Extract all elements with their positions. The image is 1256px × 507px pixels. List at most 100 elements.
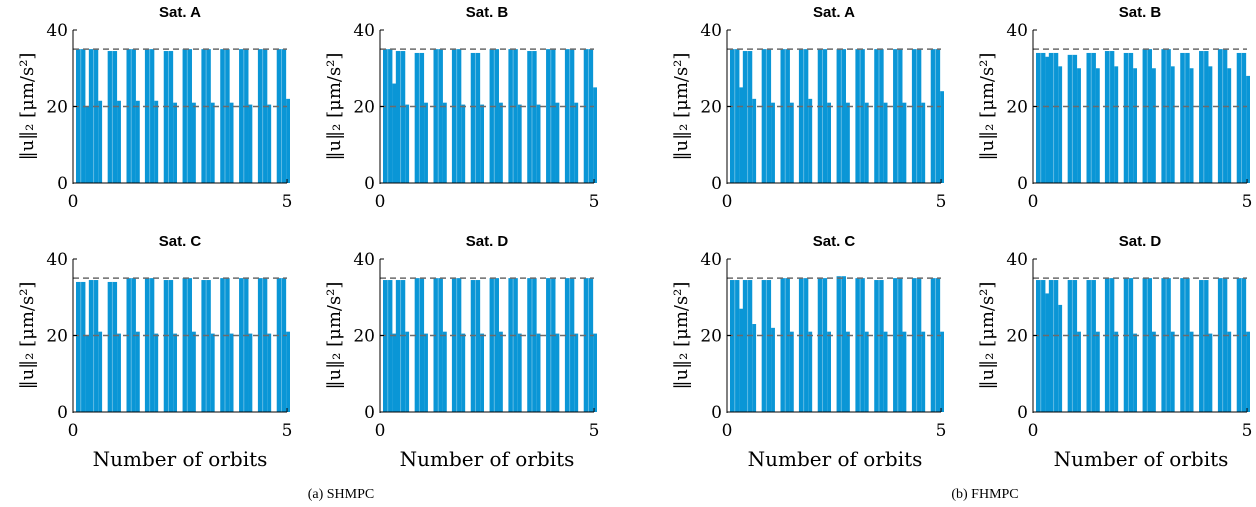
- x-tick-label: 0: [68, 421, 79, 441]
- bar-divider: [186, 278, 188, 412]
- bar-plateau: [883, 331, 888, 412]
- bar-divider: [130, 278, 132, 412]
- caption-shmpc: (a) SHMPC: [308, 487, 375, 502]
- bar-plateau: [771, 102, 775, 183]
- bar-plateau: [1170, 66, 1175, 183]
- bar-plateau: [1227, 331, 1232, 412]
- bar-peak: [1199, 51, 1209, 183]
- xlabel-a-left: Number of orbits: [93, 447, 268, 471]
- bar-divider: [149, 49, 151, 183]
- bar-plateau: [771, 327, 775, 412]
- bar-divider: [80, 49, 82, 183]
- bar-plateau: [1058, 66, 1063, 183]
- bar-divider: [387, 280, 389, 412]
- bar-peak: [239, 49, 249, 183]
- y-tick-label: 40: [700, 21, 722, 41]
- bar-divider: [747, 51, 749, 183]
- y-tick-label: 20: [46, 98, 68, 118]
- bar-divider: [1203, 51, 1205, 183]
- bar-divider: [1071, 54, 1073, 183]
- bar-divider: [437, 278, 439, 412]
- bar-plateau: [902, 102, 907, 183]
- x-tick-label: 0: [1028, 192, 1039, 212]
- bar-divider: [512, 49, 514, 183]
- bar-peak: [451, 278, 462, 412]
- bar-divider: [80, 281, 82, 412]
- bar-peak: [1048, 280, 1059, 412]
- x-tick-label: 0: [68, 192, 79, 212]
- bar-peak: [564, 278, 575, 412]
- y-tick-label: 40: [1006, 250, 1028, 270]
- bar-plateau: [154, 100, 159, 183]
- bar-plateau: [424, 102, 428, 183]
- bar-peak: [433, 278, 443, 412]
- bar-divider: [1146, 49, 1148, 183]
- bar-peak: [1142, 49, 1152, 183]
- bar-divider: [569, 49, 571, 183]
- bar-peak: [489, 49, 499, 183]
- bar-divider: [1184, 278, 1186, 412]
- bar-divider: [821, 278, 823, 412]
- bar-divider: [1109, 51, 1111, 183]
- bar-peak: [761, 49, 772, 183]
- bar-divider: [387, 49, 389, 183]
- panel-8: 0 20 40 0 5 Sat. D ‖u‖₂ [μm/s²]: [977, 233, 1252, 441]
- bar-divider: [784, 49, 786, 183]
- bar-divider: [456, 278, 458, 412]
- bar-peak: [163, 51, 174, 183]
- bar-divider: [1240, 278, 1242, 412]
- bar-plateau: [117, 333, 121, 412]
- bar-peak: [276, 49, 287, 183]
- bar-plateau: [461, 333, 466, 412]
- bar-divider: [531, 278, 533, 412]
- bar-plateau: [845, 331, 850, 412]
- bar-plateau: [1133, 68, 1138, 183]
- panel-title: Sat. A: [813, 4, 855, 21]
- bar-peak: [1180, 278, 1190, 412]
- bar-divider: [224, 278, 226, 412]
- bar-divider: [550, 49, 552, 183]
- bar-peak: [1086, 52, 1096, 184]
- bar-divider: [437, 49, 439, 183]
- bar-divider: [93, 49, 95, 183]
- bar-peak: [1067, 280, 1078, 412]
- y-tick-label: 0: [57, 174, 68, 194]
- bar-peak: [75, 281, 86, 412]
- bar-divider: [840, 276, 842, 412]
- bar-plateau: [442, 331, 447, 412]
- bar-divider: [493, 49, 495, 183]
- bar-plateau: [135, 331, 140, 412]
- bar-peak: [1161, 278, 1171, 412]
- bar-divider: [493, 278, 495, 412]
- panel-1: 0 20 40 0 5 Sat. A ‖u‖₂ [μm/s²]: [17, 4, 292, 212]
- bar-peak: [1035, 52, 1046, 184]
- x-tick-label: 0: [722, 421, 733, 441]
- bar-peak: [911, 49, 922, 183]
- bar-divider: [167, 280, 169, 412]
- bar-plateau: [1045, 293, 1050, 412]
- bar-divider: [1127, 52, 1129, 184]
- bar-plateau: [789, 102, 794, 183]
- bar-peak: [257, 49, 268, 183]
- bar-peak: [201, 49, 211, 183]
- bar-plateau: [1170, 331, 1175, 412]
- xlabel-b-right: Number of orbits: [1054, 447, 1229, 471]
- y-tick-label: 0: [1017, 403, 1028, 423]
- y-tick-label: 40: [46, 250, 68, 270]
- bar-plateau: [752, 324, 757, 412]
- panel-5: 0 20 40 0 5 Sat. A ‖u‖₂ [μm/s²]: [671, 4, 946, 212]
- bar-peak: [798, 278, 809, 412]
- bar-plateau: [85, 335, 90, 412]
- y-tick-label: 20: [1006, 327, 1028, 347]
- y-tick-label: 20: [1006, 98, 1028, 118]
- bar-peak: [1236, 52, 1247, 184]
- bar-peak: [220, 278, 230, 412]
- y-axis-label: ‖u‖₂ [μm/s²]: [977, 282, 998, 390]
- bar-divider: [130, 49, 132, 183]
- bar-divider: [149, 278, 151, 412]
- bar-plateau: [267, 333, 272, 412]
- bar-peak: [1199, 280, 1209, 412]
- bar-peak: [508, 278, 518, 412]
- bar-divider: [262, 278, 264, 412]
- bar-peak: [729, 49, 740, 183]
